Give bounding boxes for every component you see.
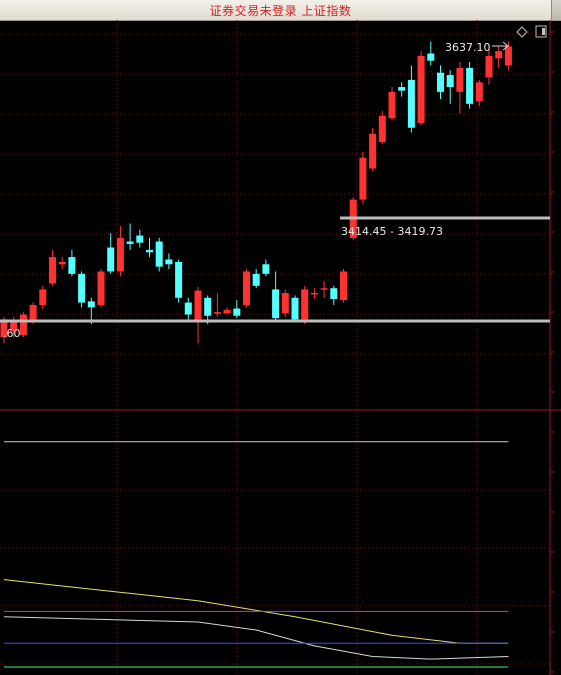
candle-body	[39, 289, 46, 305]
panel-toggle-icon[interactable]	[536, 26, 546, 37]
candle-body	[456, 68, 463, 92]
candle-body	[447, 75, 454, 87]
candle-body	[214, 312, 221, 314]
range-label: 3414.45 - 3419.73	[341, 225, 443, 238]
candle-body	[466, 68, 473, 104]
candle-body	[340, 271, 347, 300]
candle-body	[486, 56, 493, 78]
candle-body	[49, 257, 56, 283]
candle-body	[437, 73, 444, 92]
candles-layer	[1, 42, 512, 344]
candle-body	[30, 305, 37, 322]
candle-body	[243, 271, 250, 305]
candle-body	[505, 46, 512, 65]
high-price-label: 3637.10	[445, 41, 491, 54]
candle-body	[330, 288, 337, 299]
candle-body	[418, 56, 425, 123]
candle-body	[98, 271, 105, 305]
partial-value-label: .60	[3, 327, 21, 340]
candle-body	[427, 54, 434, 61]
title-bar-corner	[551, 0, 561, 20]
candle-body	[224, 310, 231, 314]
candle-body	[408, 80, 415, 128]
candle-body	[311, 293, 318, 295]
candle-body	[88, 301, 95, 307]
candle-body	[321, 288, 328, 290]
diamond-icon[interactable]	[517, 27, 527, 37]
candle-body	[165, 259, 172, 264]
candle-body	[175, 262, 182, 298]
candle-body	[495, 51, 502, 58]
candle-body	[233, 309, 240, 316]
candle-body	[195, 291, 202, 322]
candle-body	[68, 257, 75, 274]
candle-body	[301, 289, 308, 319]
candle-body	[398, 87, 405, 91]
candle-body	[359, 158, 366, 200]
candle-body	[369, 134, 376, 169]
indicator-line	[4, 617, 508, 659]
candle-body	[476, 82, 483, 101]
candle-body	[20, 315, 27, 335]
candle-body	[146, 250, 153, 252]
candle-body	[78, 274, 85, 303]
candle-body	[156, 242, 163, 267]
candle-body	[262, 264, 269, 274]
title-bar: 证券交易未登录 上证指数	[0, 0, 561, 21]
indicator-panel	[4, 442, 508, 667]
candle-body	[136, 236, 143, 243]
window-title: 证券交易未登录 上证指数	[0, 2, 561, 19]
candle-body	[185, 303, 192, 315]
candle-body	[379, 116, 386, 142]
candlestick-chart[interactable]: 3637.10 3414.45 - 3419.73 .60	[0, 20, 561, 675]
candle-body	[389, 92, 396, 118]
candle-body	[107, 248, 114, 272]
candle-body	[204, 298, 211, 316]
candle-body	[292, 298, 299, 320]
candle-body	[127, 242, 134, 244]
grid-layer	[0, 20, 561, 675]
candle-body	[59, 262, 66, 264]
candle-body	[253, 274, 260, 286]
candle-body	[282, 293, 289, 313]
candle-body	[117, 238, 124, 272]
candle-body	[272, 289, 279, 318]
